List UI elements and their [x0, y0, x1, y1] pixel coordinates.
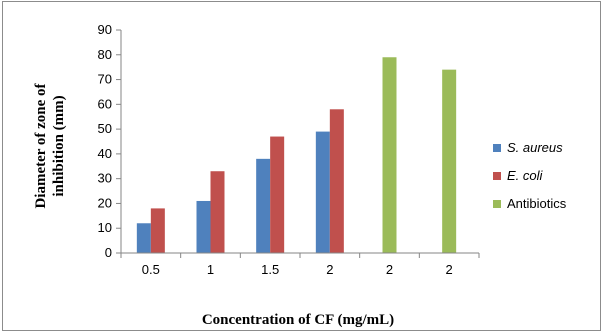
x-tick-label: 0.5 [142, 262, 160, 277]
x-axis: 0.5 1 1.5 2 2 2 [120, 252, 480, 277]
bar-e-coli [150, 208, 165, 253]
legend-swatch [493, 144, 501, 152]
y-tick-label: 10 [98, 220, 112, 235]
bar-s-aureus [315, 131, 330, 253]
bar-antibiotics [382, 57, 397, 253]
legend-label: S. aureus [507, 140, 563, 155]
y-tick-label: 60 [98, 96, 112, 111]
y-tick-label: 20 [98, 195, 112, 210]
bar-antibiotics [442, 69, 457, 254]
y-tick-label: 90 [98, 22, 112, 37]
x-tick-label: 1 [207, 262, 214, 277]
bar-s-aureus [196, 200, 211, 253]
y-tick-label: 80 [98, 47, 112, 62]
legend-swatch [493, 172, 501, 180]
x-axis-title: Concentration of CF (mg/mL) [202, 312, 394, 328]
x-tick-label: 2 [386, 262, 393, 277]
legend-swatch [493, 200, 501, 208]
chart-frame: Diameter of zone of inhibition (mm) 0 10 2… [2, 1, 601, 331]
y-axis-ticks: 0 10 20 30 40 50 60 70 80 90 [98, 22, 122, 260]
bar-s-aureus [256, 158, 271, 253]
legend-label: Antibiotics [507, 196, 567, 211]
y-tick-label: 40 [98, 146, 112, 161]
y-axis-title-line-2: inhibition (mm) [51, 95, 67, 196]
y-axis-title: Diameter of zone of inhibition (mm) [33, 82, 67, 208]
y-tick-label: 70 [98, 72, 112, 87]
legend: S. aureus E. coli Antibiotics [493, 140, 567, 211]
y-tick-label: 30 [98, 171, 112, 186]
y-tick-label: 0 [105, 245, 112, 260]
bar-e-coli [329, 109, 344, 254]
bar-e-coli [210, 171, 225, 253]
y-tick-label: 50 [98, 121, 112, 136]
bar-chart: Diameter of zone of inhibition (mm) 0 10 2… [33, 22, 567, 328]
x-tick-label: 2 [446, 262, 453, 277]
bars [136, 57, 457, 254]
y-axis-title-line-1: Diameter of zone of [33, 82, 49, 208]
bar-s-aureus [136, 223, 151, 253]
x-tick-label: 2 [326, 262, 333, 277]
bar-e-coli [270, 136, 285, 253]
legend-label: E. coli [507, 168, 544, 183]
x-tick-label: 1.5 [261, 262, 279, 277]
